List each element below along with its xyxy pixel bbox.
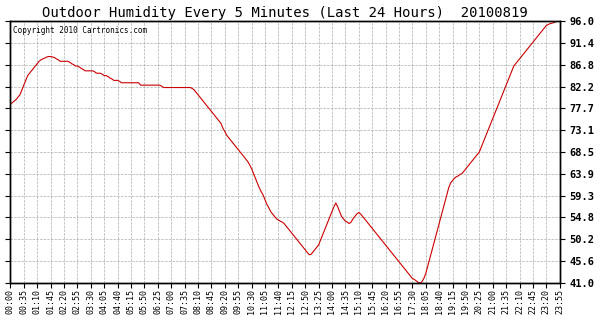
Text: Copyright 2010 Cartronics.com: Copyright 2010 Cartronics.com [13, 26, 147, 35]
Title: Outdoor Humidity Every 5 Minutes (Last 24 Hours)  20100819: Outdoor Humidity Every 5 Minutes (Last 2… [42, 5, 528, 20]
